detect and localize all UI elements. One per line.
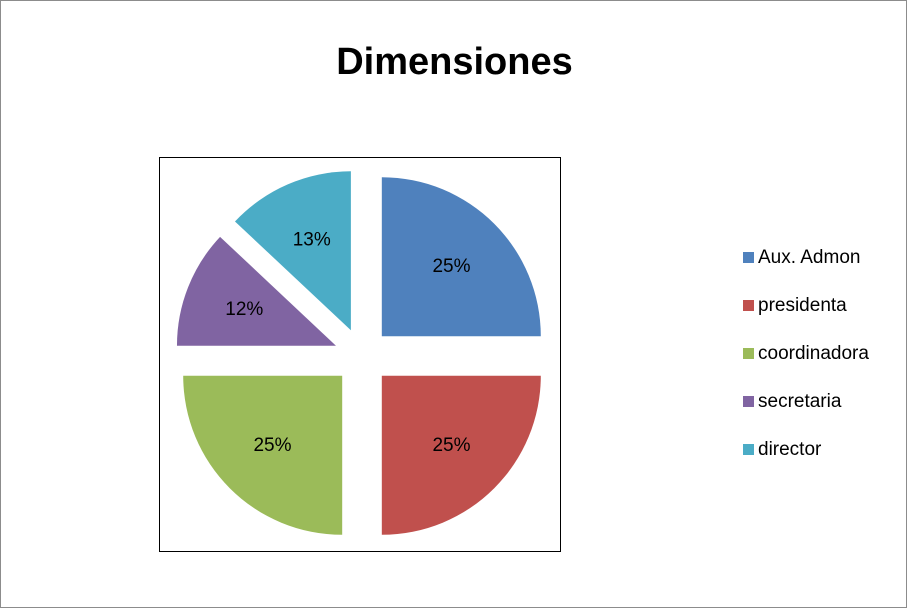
pie-slice-director xyxy=(234,171,351,331)
legend-swatch-aux-admon xyxy=(743,252,754,263)
pie-slice-presidenta xyxy=(381,375,541,535)
legend-swatch-director xyxy=(743,444,754,455)
legend-swatch-presidenta xyxy=(743,300,754,311)
legend-label-presidenta: presidenta xyxy=(758,295,847,316)
pie-slice-coordinadora xyxy=(183,375,343,535)
data-label-aux-admon: 25% xyxy=(432,256,470,277)
pie-slice-aux-admon xyxy=(381,177,541,337)
data-label-secretaria: 12% xyxy=(225,299,263,320)
data-label-presidenta: 25% xyxy=(432,435,470,456)
data-label-director: 13% xyxy=(293,229,331,250)
legend-label-aux-admon: Aux. Admon xyxy=(758,247,861,268)
legend-swatch-coordinadora xyxy=(743,348,754,359)
chart-title: Dimensiones xyxy=(336,41,573,83)
legend-label-coordinadora: coordinadora xyxy=(758,343,869,364)
pie-slice-secretaria xyxy=(176,236,336,346)
legend-label-director: director xyxy=(758,439,822,460)
data-label-coordinadora: 25% xyxy=(253,435,291,456)
legend-label-secretaria: secretaria xyxy=(758,391,842,412)
legend-swatch-secretaria xyxy=(743,396,754,407)
